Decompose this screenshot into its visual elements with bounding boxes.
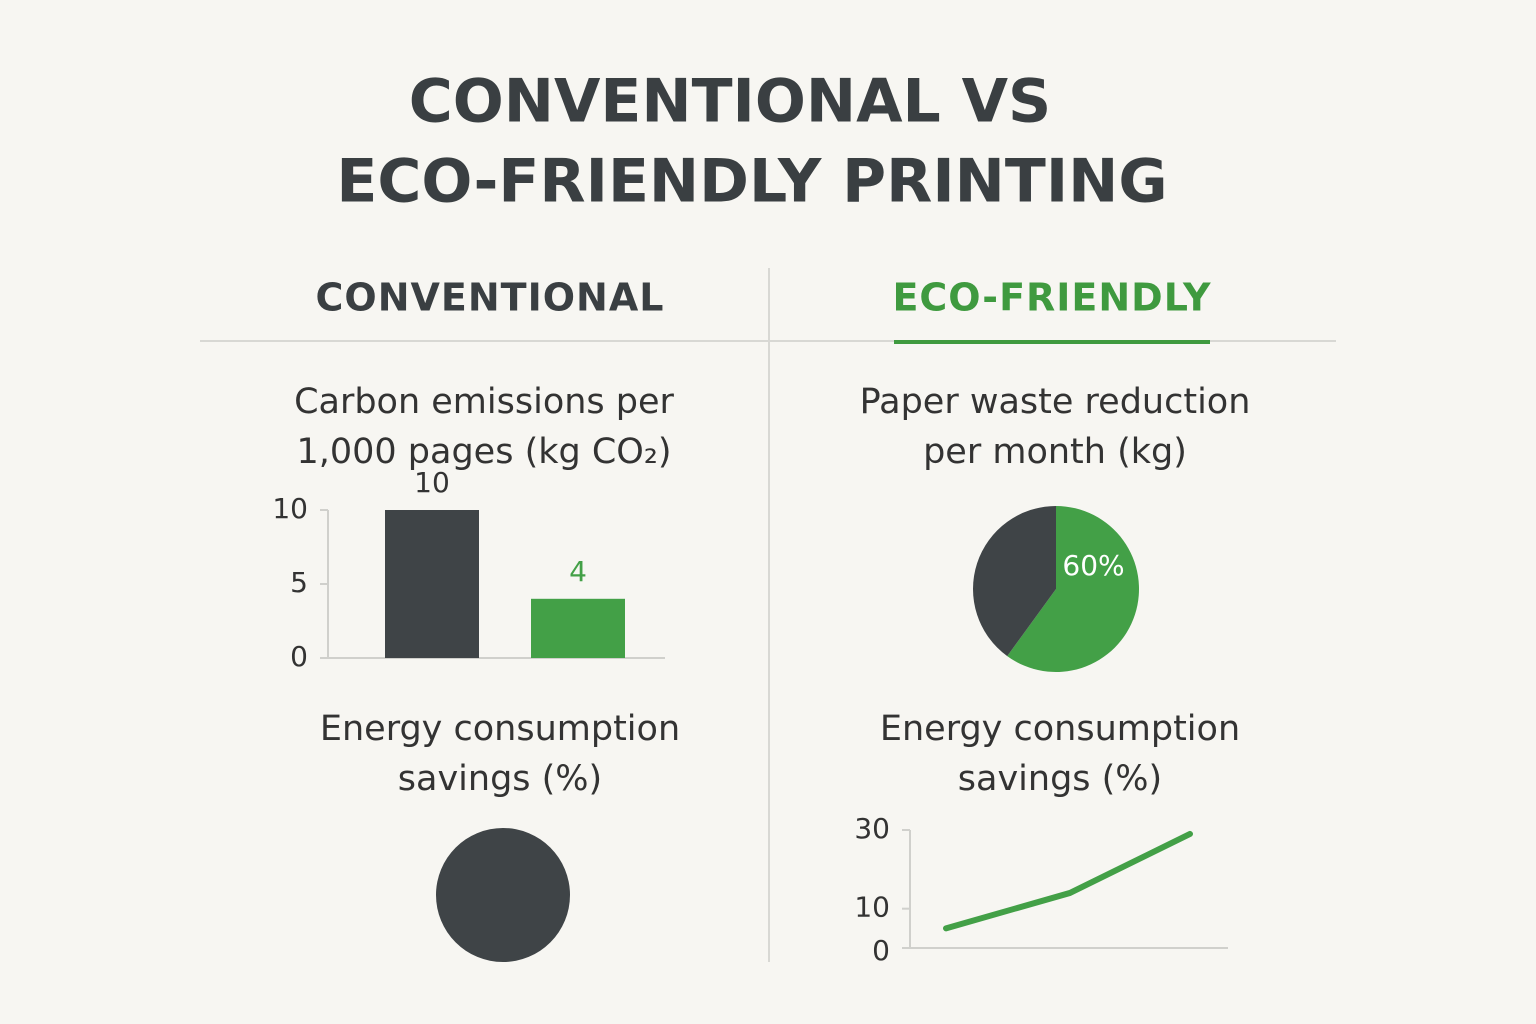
pie-slice — [436, 828, 570, 962]
chart-title: Carbon emissions per — [294, 382, 674, 422]
chart-title: Paper waste reduction — [860, 382, 1251, 422]
y-tick-label: 0 — [872, 934, 890, 967]
chart-title: per month (kg) — [923, 432, 1187, 472]
y-tick-label: 30 — [854, 812, 890, 845]
value-label: 4 — [569, 555, 587, 588]
chart-title: savings (%) — [398, 759, 602, 799]
y-tick-label: 10 — [272, 492, 308, 525]
chart-title: savings (%) — [958, 759, 1162, 799]
bar — [531, 598, 625, 658]
page-title: ECO-FRIENDLY PRINTING — [336, 147, 1167, 217]
chart-title: Energy consumption — [320, 709, 680, 749]
y-tick-label: 10 — [854, 891, 890, 924]
value-label: 10 — [414, 466, 450, 499]
line-series — [943, 830, 1193, 932]
page-title: CONVENTIONAL VS — [409, 67, 1052, 137]
y-tick-label: 0 — [290, 640, 308, 673]
chart-title: Energy consumption — [880, 709, 1240, 749]
value-label: 60% — [1062, 549, 1124, 582]
pie-slice — [973, 506, 1056, 657]
pie-slice — [1007, 506, 1140, 673]
chart-title: 1,000 pages (kg CO₂) — [296, 432, 671, 472]
y-tick-label: 5 — [290, 566, 308, 599]
column-header: CONVENTIONAL — [316, 276, 665, 320]
bar — [385, 510, 479, 658]
column-header: ECO-FRIENDLY — [892, 276, 1211, 320]
